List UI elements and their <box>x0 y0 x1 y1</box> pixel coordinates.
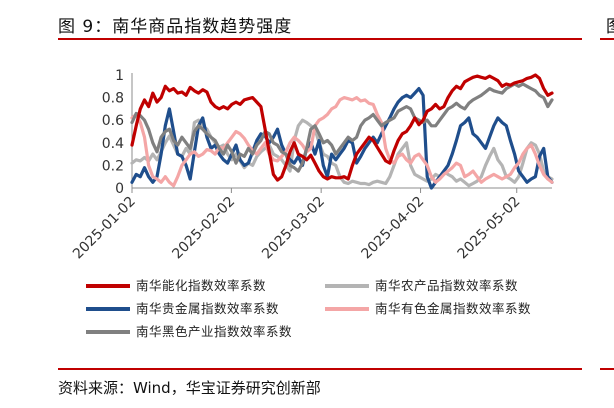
series-line-agri <box>130 118 554 188</box>
legend-item-ferrous: 南华黑色产业指数效率系数 <box>86 321 292 340</box>
source-note: 资料来源：Wind，华宝证券研究创新部 <box>58 379 321 397</box>
source-rule <box>58 368 582 370</box>
legend-swatch-energy-chem <box>86 283 130 288</box>
y-tick-label-3: 0.6 <box>102 113 124 129</box>
next-figure-edge-glyph: 图 <box>606 12 614 37</box>
legend-label-ferrous: 南华黑色产业指数效率系数 <box>136 324 293 339</box>
legend-item-precious-metals: 南华贵金属指数效率系数 <box>86 298 279 317</box>
legend-label-precious-metals: 南华贵金属指数效率系数 <box>136 301 280 316</box>
next-figure-rule-top <box>600 38 614 40</box>
legend-item-agri: 南华农产品指数效率系数 <box>325 275 518 294</box>
legend-item-energy-chem: 南华能化指数效率系数 <box>86 275 266 294</box>
legend-label-energy-chem: 南华能化指数效率系数 <box>136 278 267 293</box>
series-line-precious-metals <box>130 86 554 190</box>
legend-swatch-agri <box>325 283 369 288</box>
series-line-energy-chem <box>130 73 554 182</box>
next-figure-rule-bottom <box>600 368 614 370</box>
y-tick-label-4: 0.8 <box>102 91 124 107</box>
legend-swatch-precious-metals <box>86 306 130 311</box>
x-tick-label-3: 2025-04-02 <box>359 194 428 263</box>
y-tick-label-1: 0.2 <box>102 158 124 174</box>
title-rule <box>58 38 582 40</box>
x-tick-label-1: 2025-02-02 <box>169 194 238 263</box>
y-tick-label-0: 0 <box>115 181 124 197</box>
legend-item-nonferrous: 南华有色金属指数效率系数 <box>325 298 531 317</box>
y-tick-label-5: 1 <box>115 68 124 84</box>
legend-swatch-ferrous <box>86 329 130 334</box>
plot-area: 0 0.2 0.4 0.6 0.8 1 2025-01-02 2025-02-02 2025-0… <box>70 68 554 263</box>
x-tick-label-0: 2025-01-02 <box>70 194 139 263</box>
x-tick-label-2: 2025-03-02 <box>259 194 328 263</box>
legend-swatch-nonferrous <box>325 306 369 311</box>
series-line-nonferrous <box>130 95 554 188</box>
y-tick-label-2: 0.4 <box>102 136 124 152</box>
line-chart: 0 0.2 0.4 0.6 0.8 1 2025-01-02 2025-02-02 2025-0… <box>70 68 554 263</box>
legend-label-agri: 南华农产品指数效率系数 <box>375 278 519 293</box>
chart-title: 图 9：南华商品指数趋势强度 <box>58 17 293 37</box>
series-line-ferrous <box>130 82 554 173</box>
x-tick-label-4: 2025-05-02 <box>455 194 524 263</box>
legend-label-nonferrous: 南华有色金属指数效率系数 <box>375 301 532 316</box>
